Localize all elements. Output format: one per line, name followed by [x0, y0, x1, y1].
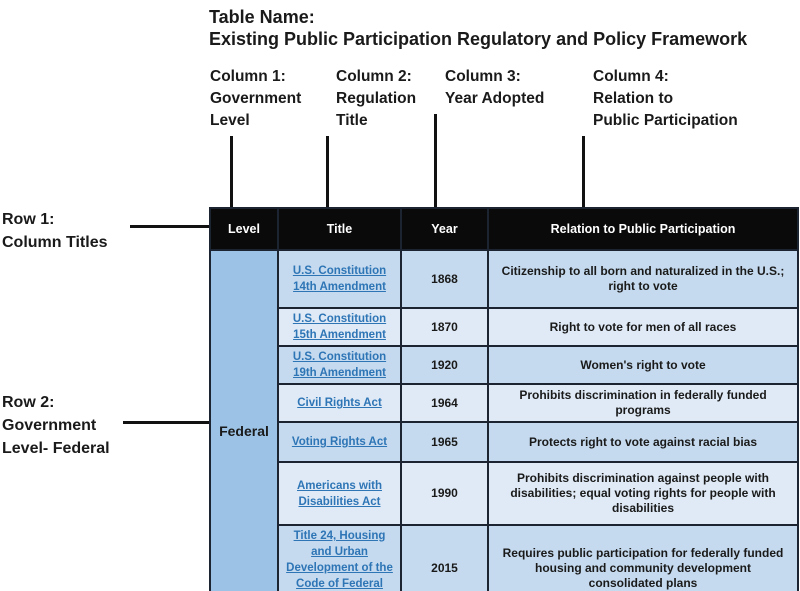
- relation-cell: Citizenship to all born and naturalized …: [487, 249, 799, 309]
- table-row: U.S. Constitution 15th Amendment 1870 Ri…: [210, 307, 799, 347]
- regulation-title-cell: U.S. Constitution 19th Amendment: [277, 345, 402, 385]
- regulation-title-cell: Title 24, Housing and Urban Development …: [277, 524, 402, 591]
- regulation-link[interactable]: U.S. Constitution 15th Amendment: [292, 313, 387, 341]
- table-row: Americans with Disabilities Act 1990 Pro…: [210, 461, 799, 526]
- connector-line-column-4: [582, 136, 585, 209]
- regulation-link[interactable]: Voting Rights Act: [291, 436, 388, 448]
- regulation-link[interactable]: Title 24, Housing and Urban Development …: [286, 530, 393, 590]
- regulation-title-cell: Americans with Disabilities Act: [277, 461, 402, 526]
- regulation-link[interactable]: Civil Rights Act: [297, 397, 382, 409]
- header-relation: Relation to Public Participation: [487, 207, 799, 251]
- regulation-title-cell: Civil Rights Act: [277, 383, 402, 423]
- table-row: Civil Rights Act 1964 Prohibits discrimi…: [210, 383, 799, 423]
- regulation-link[interactable]: Americans with Disabilities Act: [297, 479, 382, 508]
- table-name-label: Table Name:: [209, 7, 315, 27]
- level-cell-federal: Federal: [209, 249, 279, 591]
- year-cell: 1990: [400, 461, 489, 526]
- year-cell: 1920: [400, 345, 489, 385]
- year-cell: 1964: [400, 383, 489, 423]
- header-title: Title: [277, 207, 402, 251]
- regulation-link[interactable]: U.S. Constitution 14th Amendment: [292, 265, 387, 293]
- header-year: Year: [400, 207, 489, 251]
- relation-cell: Prohibits discrimination in federally fu…: [487, 383, 799, 423]
- relation-cell: Requires public participation for federa…: [487, 524, 799, 591]
- column-2-label: Column 2: Regulation Title: [336, 68, 417, 129]
- connector-line-row-2: [123, 421, 210, 424]
- connector-line-column-2: [326, 136, 329, 209]
- column-3-label: Column 3: Year Adopted: [445, 68, 545, 107]
- column-4-label: Column 4: Relation to Public Participati…: [593, 68, 738, 129]
- regulation-title-cell: U.S. Constitution 15th Amendment: [277, 307, 402, 347]
- row-1-annotation: Row 1: Column Titles: [2, 211, 108, 251]
- relation-cell: Protects right to vote against racial bi…: [487, 421, 799, 463]
- table-row: U.S. Constitution 19th Amendment 1920 Wo…: [210, 345, 799, 385]
- connector-line-column-1: [230, 136, 233, 209]
- table-row: Federal U.S. Constitution 14th Amendment…: [209, 249, 799, 591]
- table-name-value: Existing Public Participation Regulatory…: [209, 29, 748, 49]
- table-name-title: Table Name: Existing Public Participatio…: [209, 6, 747, 50]
- regulation-link[interactable]: U.S. Constitution 19th Amendment: [292, 351, 387, 379]
- relation-cell: Right to vote for men of all races: [487, 307, 799, 347]
- column-1-label: Column 1: Government Level: [210, 68, 302, 129]
- relation-cell: Prohibits discrimination against people …: [487, 461, 799, 526]
- framework-table: Level Title Year Relation to Public Part…: [209, 207, 799, 591]
- relation-cell: Women's right to vote: [487, 345, 799, 385]
- regulation-title-cell: U.S. Constitution 14th Amendment: [277, 249, 402, 309]
- table-row: Title 24, Housing and Urban Development …: [210, 524, 799, 591]
- year-cell: 1965: [400, 421, 489, 463]
- header-row: Level Title Year Relation to Public Part…: [209, 207, 799, 251]
- header-level: Level: [209, 207, 279, 251]
- connector-line-row-1: [130, 225, 210, 228]
- table-row: Voting Rights Act 1965 Protects right to…: [210, 421, 799, 463]
- year-cell: 1870: [400, 307, 489, 347]
- connector-line-column-3: [434, 114, 437, 209]
- year-cell: 2015: [400, 524, 489, 591]
- row-2-annotation: Row 2: Government Level- Federal: [2, 394, 110, 457]
- regulation-title-cell: Voting Rights Act: [277, 421, 402, 463]
- year-cell: 1868: [400, 249, 489, 309]
